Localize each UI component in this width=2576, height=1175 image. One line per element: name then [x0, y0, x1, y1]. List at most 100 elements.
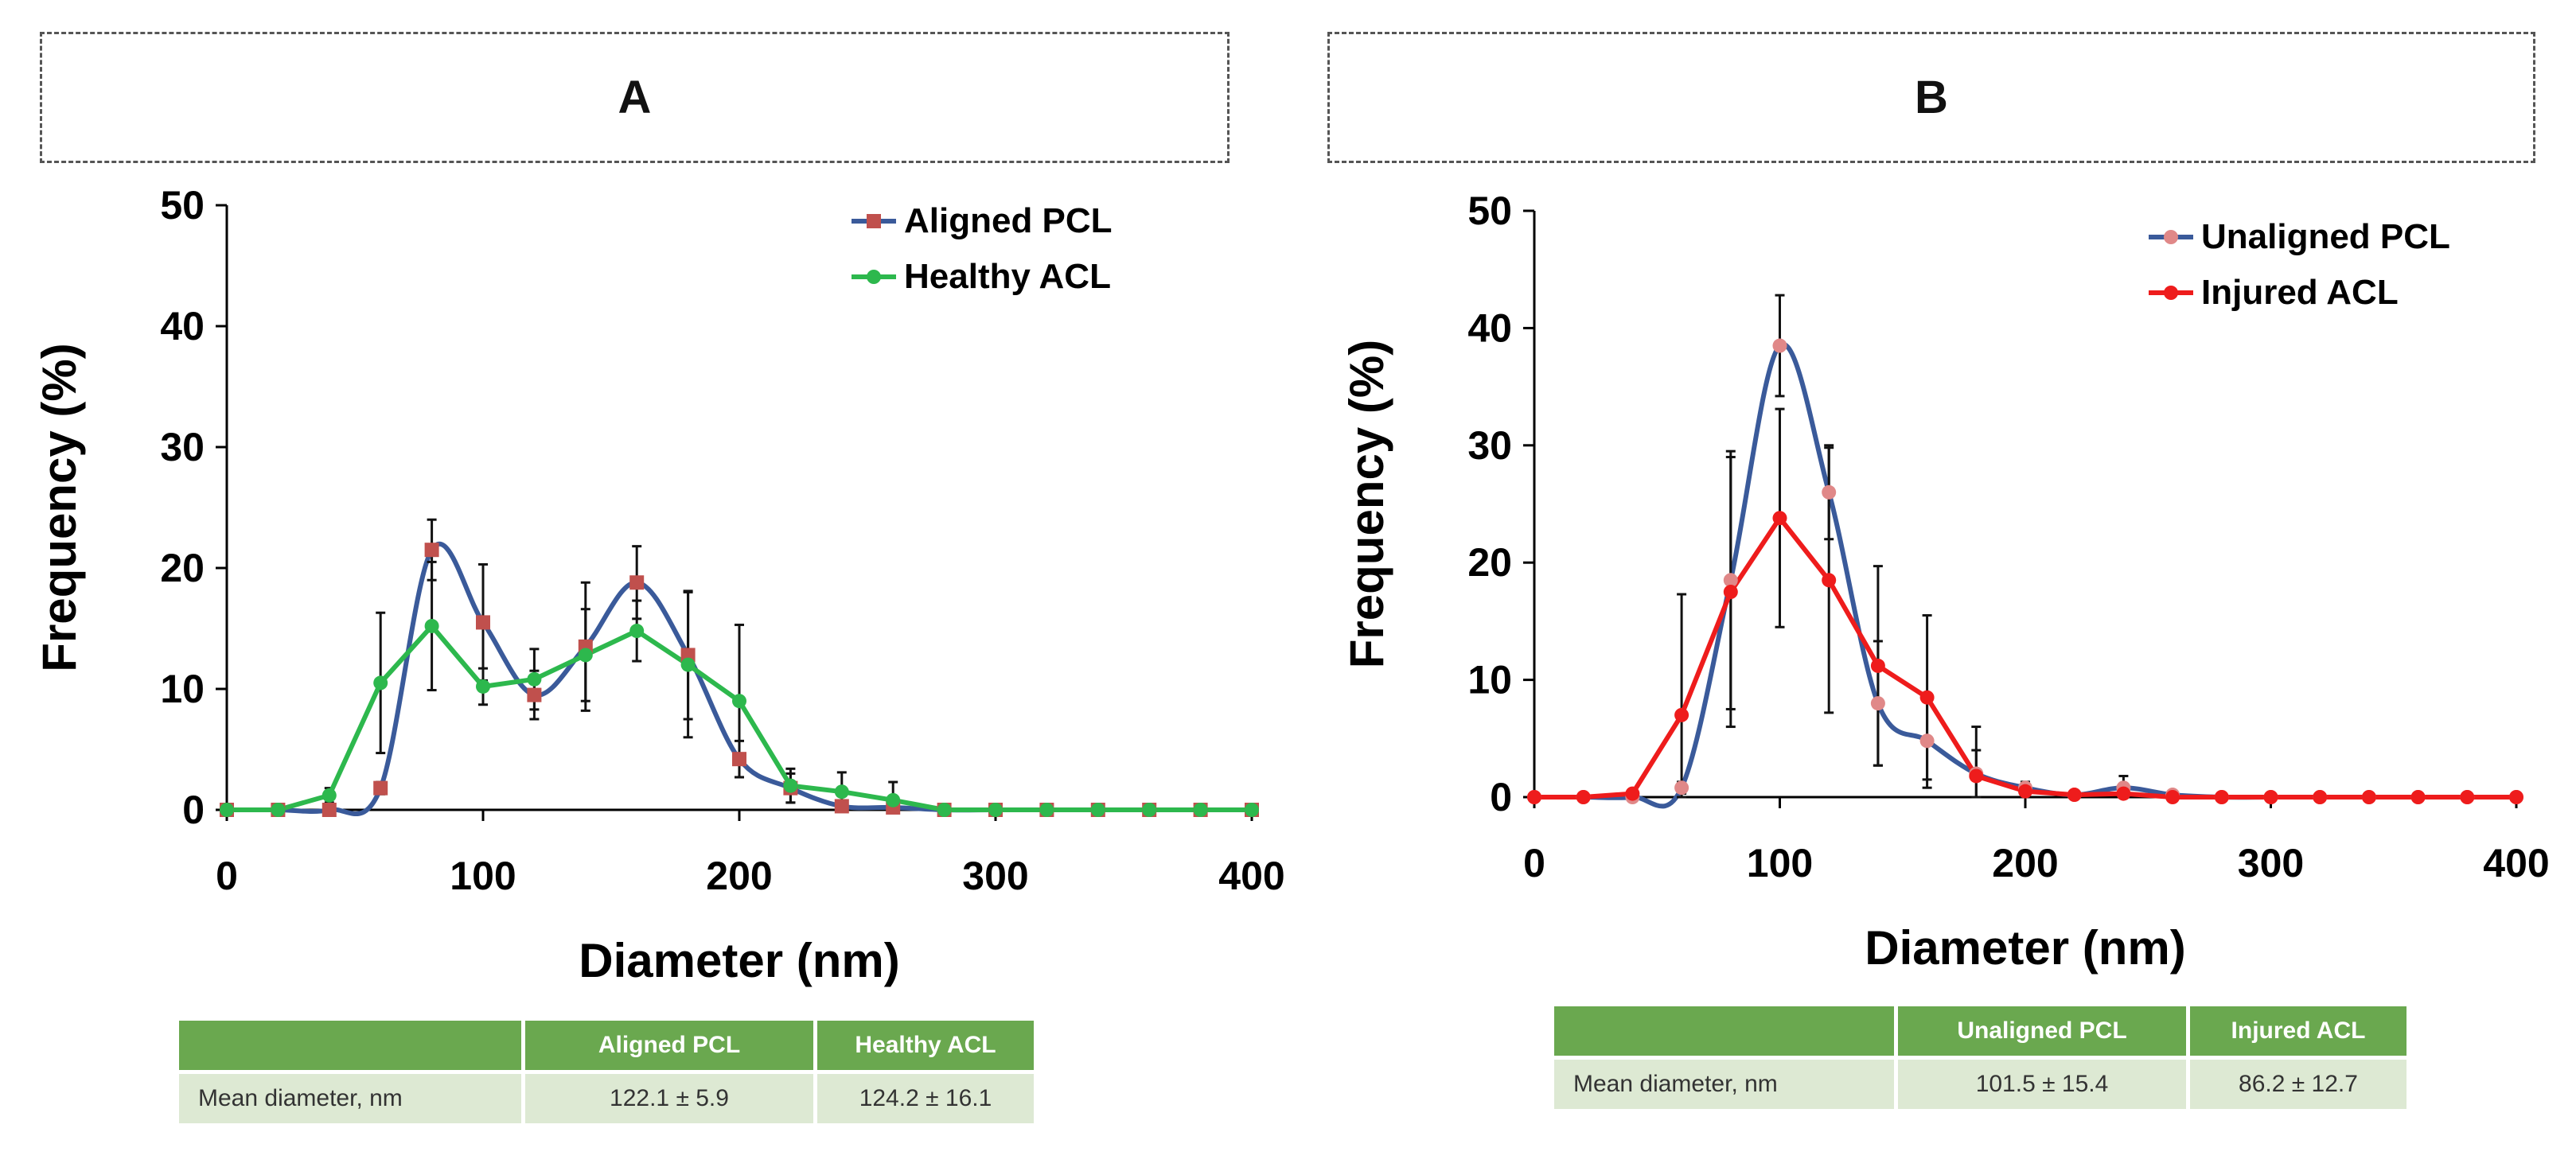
- chart-a-x-tick-label: 0: [216, 854, 238, 898]
- chart-a-healthy-acl-point: [886, 792, 901, 807]
- chart-b-unaligned-pcl-point: [1919, 733, 1935, 749]
- chart-a-y-tick-label: 40: [160, 304, 205, 348]
- chart-a-aligned-pcl-legend-marker: [867, 214, 881, 228]
- chart-b-x-tick-label: 0: [1523, 841, 1545, 885]
- chart-b-injured-acl-point: [2018, 784, 2032, 799]
- panel-a-title-box: A: [40, 32, 1230, 163]
- chart-b-y-tick-label: 0: [1490, 775, 1512, 819]
- chart-b-injured-acl-point: [1674, 707, 1689, 722]
- chart-b-injured-acl-legend-marker: [2164, 286, 2178, 300]
- chart-b-injured-acl-point: [1870, 658, 1885, 673]
- chart-a-y-axis-title: Frequency (%): [33, 343, 86, 671]
- chart-a-y-tick-label: 10: [160, 667, 205, 711]
- chart-a-y-tick-label: 20: [160, 546, 205, 590]
- chart-b-unaligned-pcl-point: [1772, 338, 1787, 353]
- chart-a-x-tick-label: 400: [1218, 854, 1284, 898]
- chart-a-healthy-acl-point: [988, 803, 1003, 817]
- chart-a-healthy-acl-point: [476, 679, 490, 694]
- chart-b-injured-acl-point: [1625, 786, 1640, 801]
- chart-b-unaligned-pcl-point: [1870, 696, 1885, 711]
- table-b-header-row: Unaligned PCL Injured ACL: [1554, 1006, 2406, 1056]
- chart-b-injured-acl-legend-label: Injured ACL: [2201, 273, 2399, 312]
- chart-b-y-tick-label: 10: [1467, 658, 1512, 702]
- table-a-header-blank: [179, 1021, 521, 1070]
- chart-b-injured-acl-point: [2214, 790, 2229, 804]
- chart-b-injured-acl-point: [1527, 790, 1541, 804]
- chart-b-unaligned-pcl-point: [1822, 484, 1837, 500]
- chart-b-injured-acl-point: [1822, 573, 1837, 588]
- table-a-header-aligned-pcl: Aligned PCL: [525, 1021, 813, 1070]
- chart-a-x-tick-label: 100: [450, 854, 516, 898]
- chart-b-injured-acl-point: [2263, 790, 2278, 804]
- chart-a-healthy-acl-point: [834, 784, 849, 800]
- chart-a-healthy-acl-point: [578, 648, 593, 663]
- chart-a-x-axis-title: Diameter (nm): [579, 934, 899, 987]
- chart-b-injured-acl-point: [1576, 790, 1591, 804]
- table-a-row: Mean diameter, nm 122.1 ± 5.9 124.2 ± 16…: [179, 1074, 1034, 1123]
- chart-a-healthy-acl-point: [680, 657, 696, 672]
- chart-a-healthy-acl-point: [271, 803, 286, 817]
- chart-b-injured-acl-point: [2509, 790, 2523, 804]
- table-b-value-injured-acl: 86.2 ± 12.7: [2190, 1060, 2406, 1109]
- chart-a-healthy-acl-point: [1245, 803, 1259, 817]
- chart-a-healthy-acl-point: [1090, 803, 1105, 817]
- chart-a-aligned-pcl-point: [834, 799, 849, 814]
- table-a: Aligned PCL Healthy ACL Mean diameter, n…: [175, 1017, 1038, 1127]
- chart-a-healthy-acl-point: [1142, 803, 1157, 817]
- chart-b-x-axis-title: Diameter (nm): [1865, 921, 2185, 975]
- chart-b-y-tick-label: 20: [1467, 540, 1512, 585]
- panel-a-label: A: [618, 72, 652, 123]
- chart-a-y-tick-label: 50: [160, 183, 205, 228]
- chart-b-injured-acl-point: [2313, 790, 2328, 804]
- chart-a-healthy-acl-point: [527, 671, 542, 687]
- table-a-header-row: Aligned PCL Healthy ACL: [179, 1021, 1034, 1070]
- chart-b-y-tick-label: 50: [1467, 189, 1512, 233]
- chart-b-injured-acl-point: [2165, 790, 2180, 804]
- chart-a-y-tick-label: 0: [182, 788, 205, 832]
- chart-b-injured-acl-point: [1772, 511, 1787, 526]
- chart-a-aligned-pcl-point: [527, 687, 542, 702]
- chart-a-aligned-pcl-point: [373, 780, 388, 796]
- chart-a-healthy-acl-point: [629, 624, 645, 639]
- chart-a-aligned-pcl-point: [629, 575, 645, 590]
- chart-a-healthy-acl-point: [220, 803, 234, 817]
- chart-a-x-tick-label: 200: [706, 854, 772, 898]
- chart-b-y-tick-label: 40: [1467, 305, 1512, 350]
- chart-a-healthy-acl-point: [732, 694, 746, 709]
- table-b-row-label: Mean diameter, nm: [1554, 1060, 1894, 1109]
- chart-b-injured-acl-point: [2116, 786, 2131, 801]
- chart-a-healthy-acl-point: [1039, 803, 1054, 817]
- chart-a-healthy-acl-point: [783, 778, 798, 793]
- chart-a-healthy-acl-point: [937, 803, 952, 817]
- table-b-header-injured-acl: Injured ACL: [2190, 1006, 2406, 1056]
- table-b-header-unaligned-pcl: Unaligned PCL: [1898, 1006, 2186, 1056]
- chart-b-x-tick-label: 200: [1992, 841, 2058, 885]
- chart-a-aligned-pcl-point: [476, 615, 490, 630]
- chart-b-injured-acl-point: [1723, 585, 1738, 600]
- chart-b-injured-acl-point: [1919, 690, 1935, 705]
- chart-b-injured-acl-point: [2460, 790, 2475, 804]
- chart-b-injured-acl-point: [2410, 790, 2426, 804]
- panel-b-label: B: [1915, 72, 1948, 123]
- chart-a-healthy-acl-legend-label: Healthy ACL: [904, 257, 1111, 296]
- table-b-row: Mean diameter, nm 101.5 ± 15.4 86.2 ± 12…: [1554, 1060, 2406, 1109]
- chart-a-healthy-acl-point: [322, 788, 337, 803]
- chart-b-x-tick-label: 400: [2483, 841, 2549, 885]
- table-a-value-aligned-pcl: 122.1 ± 5.9: [525, 1074, 813, 1123]
- chart-b-x-tick-label: 100: [1747, 841, 1813, 885]
- chart-a-aligned-pcl-legend-label: Aligned PCL: [904, 201, 1113, 240]
- chart-b-injured-acl-point: [2067, 788, 2082, 803]
- table-b-header-blank: [1554, 1006, 1894, 1056]
- chart-b-unaligned-pcl-point: [1674, 780, 1689, 796]
- chart-b-injured-acl-point: [2361, 790, 2376, 804]
- table-a-header-healthy-acl: Healthy ACL: [817, 1021, 1034, 1070]
- chart-b-unaligned-pcl-point: [1723, 573, 1738, 588]
- chart-a-x-tick-label: 300: [962, 854, 1028, 898]
- chart-a-healthy-acl-point: [424, 618, 439, 633]
- chart-a-y-tick-label: 30: [160, 425, 205, 469]
- chart-a-healthy-acl-point: [373, 675, 388, 691]
- chart-b-y-axis-title: Frequency (%): [1340, 340, 1393, 668]
- chart-a-healthy-acl-point: [1193, 803, 1208, 817]
